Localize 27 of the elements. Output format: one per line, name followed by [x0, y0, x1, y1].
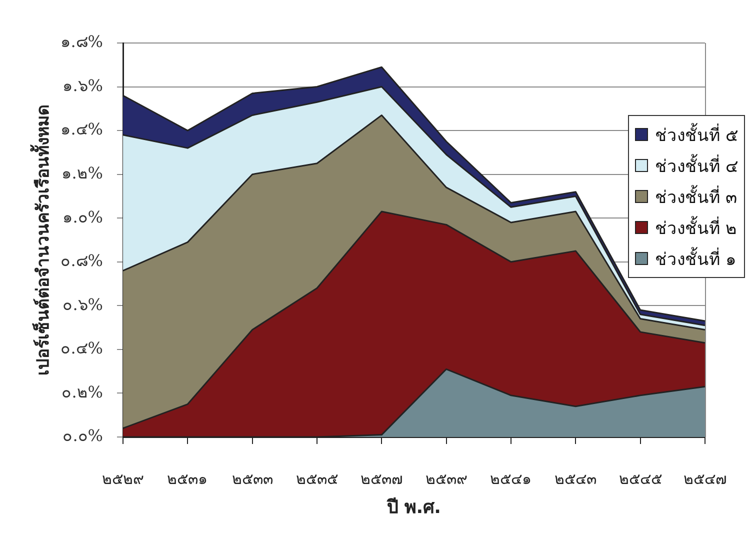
- y-tick-label: ๑.๐%: [62, 207, 103, 226]
- x-axis-title: ปี พ.ศ.: [386, 496, 441, 518]
- y-tick-label: ๐.๔%: [60, 338, 103, 358]
- y-tick-label: ๑.๖%: [62, 76, 103, 95]
- y-axis-title: เปอร์เซ็นต์ต่อจำนวนครัวเรือนทั้งหมด: [30, 104, 54, 376]
- legend-label: ช่วงชั้นที่ ๕: [655, 122, 738, 148]
- y-tick-label: ๐.๖%: [62, 294, 103, 314]
- legend-label: ช่วงชั้นที่ ๓: [655, 184, 738, 210]
- x-tick-label: ๒๕๔๓: [554, 470, 597, 488]
- legend-label: ช่วงชั้นที่ ๔: [655, 153, 738, 179]
- x-tick-label: ๒๕๔๑: [490, 470, 532, 488]
- y-tick-label: ๑.๒%: [62, 163, 103, 182]
- y-tick-label: ๐.๐%: [62, 426, 103, 446]
- x-tick-label: ๒๕๓๑: [167, 470, 208, 488]
- x-tick-label: ๒๕๓๙: [425, 470, 468, 488]
- x-tick-label: ๒๕๒๙: [102, 470, 144, 488]
- x-tick-label: ๒๕๓๕: [296, 470, 338, 488]
- y-tick-label: ๑.๘%: [60, 32, 103, 52]
- y-tick-label: ๐.๘%: [60, 251, 103, 270]
- legend-label: ช่วงชั้นที่ ๒: [655, 215, 736, 241]
- y-tick-label: ๑.๔%: [60, 120, 103, 139]
- x-tick-label: ๒๕๓๗: [360, 470, 403, 488]
- legend-label: ช่วงชั้นที่ ๑: [655, 246, 736, 272]
- x-tick-label: ๒๕๔๕: [618, 470, 662, 488]
- x-tick-label: ๒๕๓๓: [232, 470, 273, 488]
- y-tick-label: ๐.๒%: [62, 382, 103, 402]
- x-tick-label: ๒๕๔๗: [684, 470, 726, 488]
